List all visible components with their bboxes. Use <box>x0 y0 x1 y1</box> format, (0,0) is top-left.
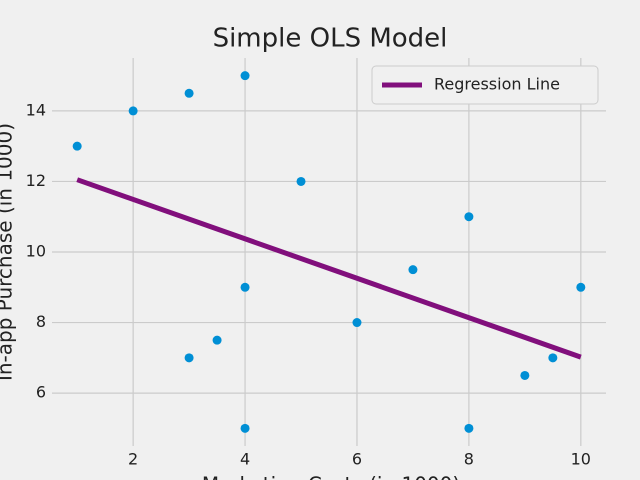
point <box>548 353 558 363</box>
point <box>408 265 418 275</box>
x-tick-label: 4 <box>240 450 250 469</box>
x-axis-label: Marketing Costs (in 1000) <box>202 473 460 480</box>
regression-line <box>76 177 582 360</box>
point <box>184 353 194 363</box>
x-tick-label: 10 <box>571 450 591 469</box>
point <box>464 423 474 433</box>
y-tick-label: 10 <box>26 242 46 261</box>
y-tick-label: 6 <box>36 383 46 402</box>
point <box>576 282 586 292</box>
point <box>184 88 194 98</box>
point <box>240 423 250 433</box>
point <box>72 141 82 151</box>
point <box>296 176 306 186</box>
point <box>352 318 362 328</box>
point <box>128 106 138 116</box>
x-tick-label: 2 <box>128 450 138 469</box>
y-tick-label: 8 <box>36 312 46 331</box>
point <box>464 212 474 222</box>
y-axis-label: In-app Purchase (in 1000) <box>0 123 17 381</box>
point <box>520 370 530 380</box>
chart-title: Simple OLS Model <box>213 24 448 54</box>
legend-box <box>371 65 599 105</box>
y-tick-label: 14 <box>26 100 46 119</box>
legend-label: Regression Line <box>434 75 560 94</box>
point <box>240 71 250 81</box>
point <box>212 335 222 345</box>
y-tick-label: 12 <box>26 171 46 190</box>
x-tick-label: 8 <box>464 450 474 469</box>
point <box>240 282 250 292</box>
x-tick-label: 6 <box>352 450 362 469</box>
